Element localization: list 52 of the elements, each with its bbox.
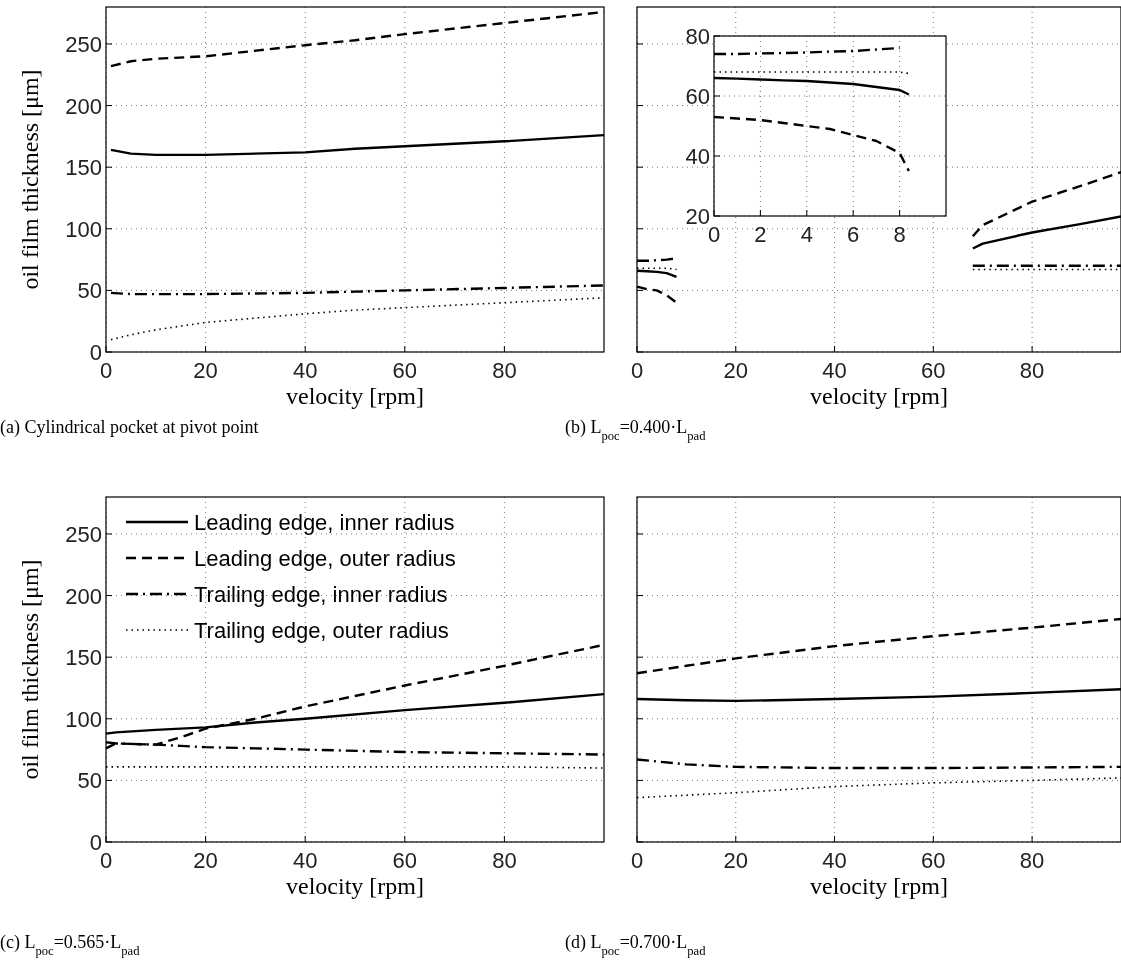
x-tick-label: 20 [723, 358, 749, 383]
text: (c) L$_{poc}$=0.565·L$_{pad}$ [0, 932, 141, 958]
y-axis-title: oil film thickness [μm] [17, 69, 43, 290]
x-tick-label: 40 [822, 848, 847, 873]
y-tick-label: 250 [65, 521, 102, 547]
y-tick-label: 200 [65, 93, 102, 119]
x-tick-label: 4 [800, 222, 813, 247]
y-tick-label: 50 [77, 768, 102, 794]
y-tick-label: 100 [65, 706, 102, 732]
text: (a) Cylindrical pocket at pivot point [0, 417, 259, 438]
y-tick-label: 40 [685, 144, 710, 169]
x-tick-label: 80 [492, 848, 517, 873]
x-tick-label: 40 [292, 358, 318, 383]
x-tick-label: 80 [492, 358, 517, 383]
x-axis-title: velocity [rpm] [286, 873, 424, 899]
y-tick-label: 20 [685, 204, 710, 229]
x-tick-label: 60 [921, 358, 946, 383]
x-tick-label: 0 [630, 848, 644, 873]
text: (d) L$_{poc}$=0.700·L$_{pad}$ [565, 932, 707, 958]
legend-label: Trailing edge, outer radius [194, 618, 449, 643]
x-tick-label: 20 [193, 358, 218, 383]
x-tick-label: 60 [392, 358, 418, 383]
x-tick-label: 0 [630, 358, 644, 383]
x-tick-label: 60 [921, 848, 946, 873]
x-tick-label: 2 [754, 222, 767, 247]
y-tick-label: 80 [685, 24, 710, 49]
x-tick-label: 40 [292, 848, 318, 873]
x-tick-label: 6 [847, 222, 860, 247]
x-tick-label: 40 [822, 358, 847, 383]
y-tick-label: 50 [77, 278, 102, 304]
x-tick-label: 20 [193, 848, 218, 873]
x-tick-label: 80 [1019, 358, 1045, 383]
y-tick-label: 150 [65, 155, 102, 181]
legend-label: Leading edge, inner radius [194, 510, 455, 535]
y-axis-title: oil film thickness [μm] [17, 559, 43, 780]
x-tick-label: 8 [893, 222, 906, 247]
y-tick-label: 150 [65, 645, 102, 671]
legend-label: Leading edge, outer radius [194, 546, 456, 571]
x-tick-label: 80 [1019, 848, 1045, 873]
y-tick-label: 60 [685, 84, 710, 109]
x-axis-title: velocity [rpm] [286, 383, 424, 409]
x-tick-label: 60 [392, 848, 418, 873]
x-axis-title: velocity [rpm] [810, 383, 948, 409]
y-tick-label: 0 [89, 830, 102, 855]
x-tick-label: 20 [723, 848, 749, 873]
text: (b) L$_{poc}$=0.400·L$_{pad}$ [565, 417, 707, 443]
legend-label: Trailing edge, inner radius [194, 582, 448, 607]
y-tick-label: 0 [89, 340, 102, 365]
y-tick-label: 200 [65, 583, 102, 609]
y-tick-label: 250 [65, 31, 102, 57]
x-axis-title: velocity [rpm] [810, 873, 948, 899]
y-tick-label: 100 [65, 216, 102, 242]
